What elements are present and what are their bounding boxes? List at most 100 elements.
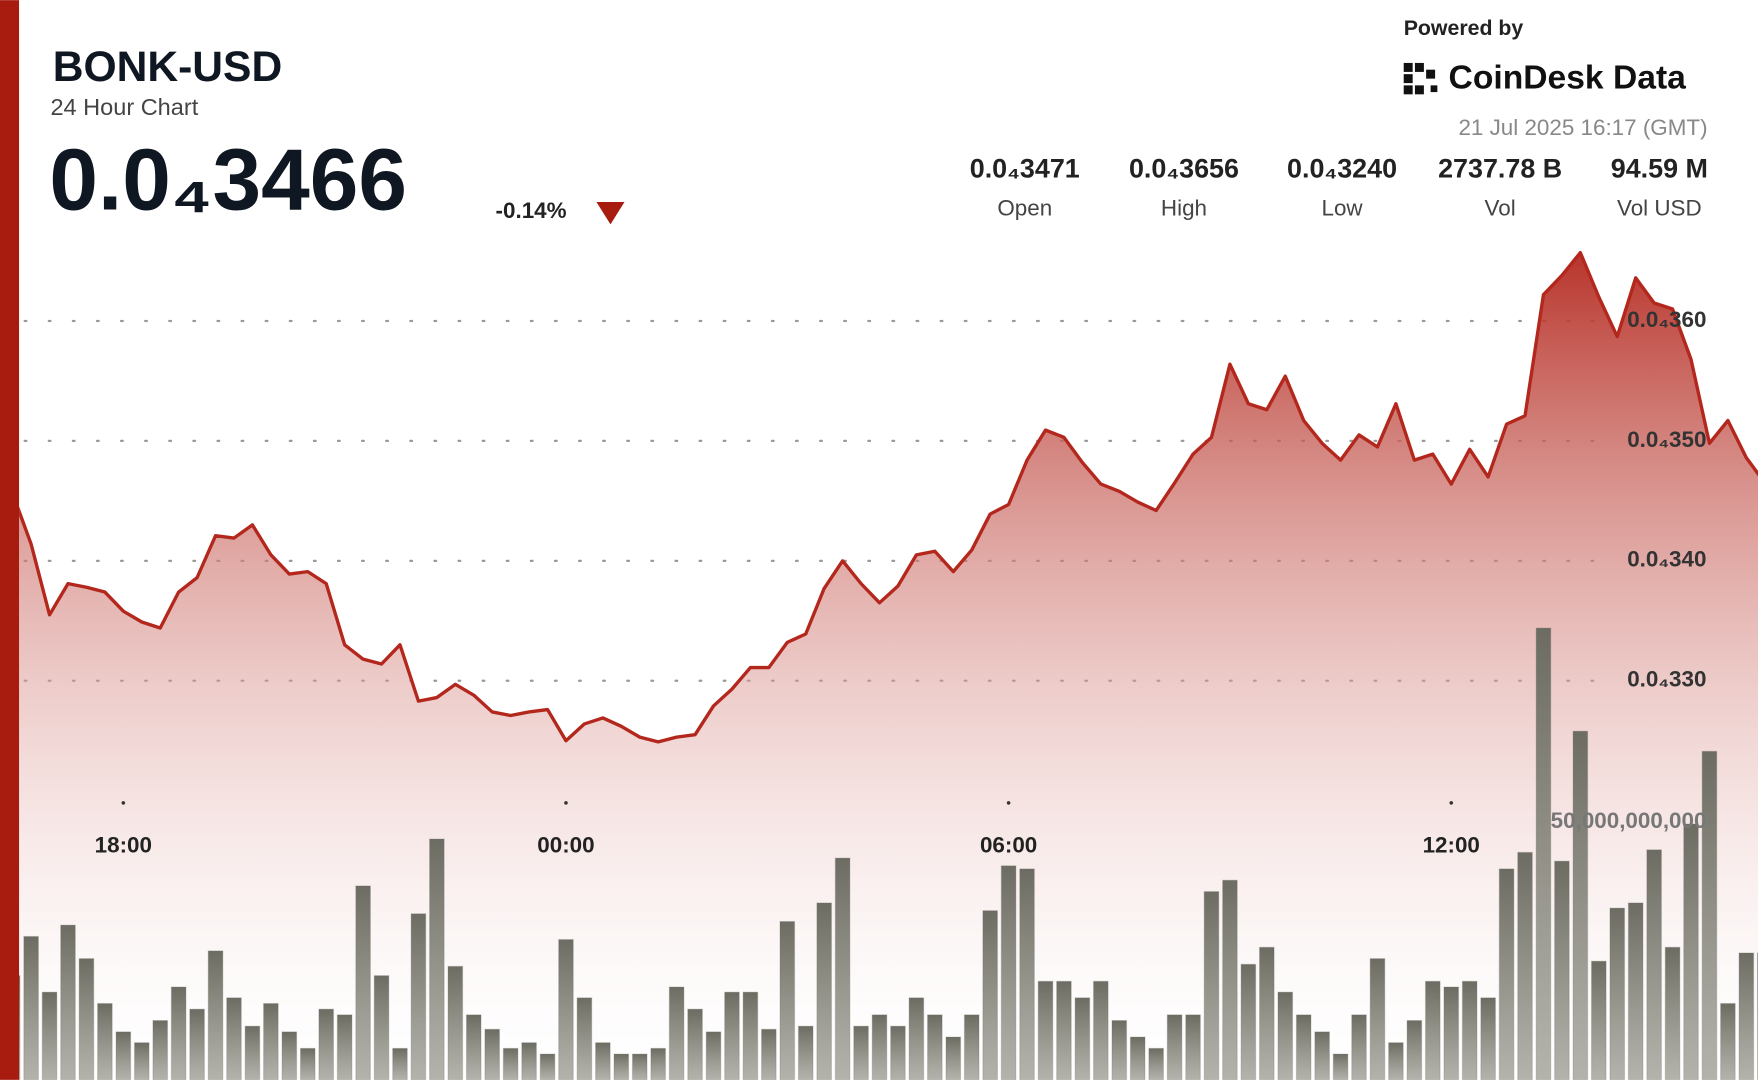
accent-bar <box>0 0 20 1080</box>
volume-bar <box>189 1008 205 1080</box>
current-price: 0.0₄3466 <box>49 130 407 228</box>
volume-bar <box>576 997 593 1080</box>
stat-label: Open <box>997 196 1052 221</box>
volume-bar <box>668 986 685 1080</box>
volume-bar <box>447 965 464 1080</box>
volume-bar <box>115 1031 132 1080</box>
plot-area <box>19 250 1758 1080</box>
volume-bar <box>1554 860 1570 1080</box>
volume-bar <box>1480 997 1496 1080</box>
y-tick-label: 0.0₄340 <box>1627 547 1706 572</box>
volume-bar <box>963 1014 980 1080</box>
x-tick-mark <box>1006 801 1011 805</box>
volume-bar <box>1295 1014 1312 1080</box>
volume-bar <box>23 935 39 1080</box>
volume-bar <box>1720 1002 1736 1080</box>
y-tick-label: 0.0₄330 <box>1627 667 1706 692</box>
volume-bar <box>742 991 759 1080</box>
volume-bar <box>244 1025 261 1080</box>
stat-value: 94.59 M <box>1611 154 1708 184</box>
down-arrow <box>596 201 625 225</box>
volume-bar <box>502 1047 519 1080</box>
volume-bar <box>1498 868 1515 1080</box>
volume-bar <box>1000 865 1017 1080</box>
volume-bar <box>170 986 187 1080</box>
y-tick-label: 0.0₄360 <box>1627 307 1706 332</box>
volume-bar <box>926 1014 943 1080</box>
volume-bar <box>1572 730 1589 1080</box>
volume-bar <box>1037 980 1054 1080</box>
volume-bar <box>1609 907 1626 1080</box>
stats: 0.0₄3471 Open 0.0₄3656 High 0.0₄3240 Low 2737.… <box>970 154 1708 221</box>
volume-bar <box>484 1028 501 1080</box>
volume-bar <box>558 939 574 1080</box>
stat-label: Vol <box>1485 196 1516 221</box>
volume-bar <box>613 1053 630 1080</box>
volume-bar <box>1406 1019 1423 1080</box>
volume-bar <box>355 885 371 1080</box>
volume-bar <box>687 1008 703 1080</box>
stat-value: 2737.78 B <box>1438 154 1562 184</box>
volume-bar <box>834 857 851 1080</box>
y-tick-label: 0.0₄350 <box>1627 427 1706 452</box>
brand-logo <box>1403 62 1438 95</box>
timestamp: 21 Jul 2025 16:17 (GMT) <box>1458 115 1707 140</box>
volume-bar <box>631 1053 648 1080</box>
stat-value: 0.0₄3240 <box>1287 154 1397 184</box>
volume-bar <box>1111 1019 1128 1080</box>
volume-bar <box>1240 963 1257 1080</box>
volume-bar <box>1056 980 1072 1080</box>
volume-bar <box>1351 1014 1367 1080</box>
stat-value: 0.0₄3471 <box>970 154 1080 184</box>
volume-bar <box>724 991 740 1080</box>
volume-bar <box>1738 952 1755 1080</box>
volume-bar <box>797 1025 814 1080</box>
volume-bar <box>853 1025 869 1080</box>
volume-bar <box>1388 1042 1404 1080</box>
volume-bar <box>1517 851 1533 1080</box>
volume-bar <box>650 1047 667 1080</box>
volume-bar <box>152 1019 169 1080</box>
stat-value: 0.0₄3656 <box>1129 154 1239 184</box>
chart-title: BONK-USD <box>53 43 283 91</box>
volume-bar <box>1258 946 1275 1080</box>
volume-bar <box>60 924 76 1080</box>
price-line <box>19 250 1758 744</box>
volume-bar <box>705 1031 722 1080</box>
x-tick-mark <box>564 801 568 805</box>
volume-bar <box>318 1008 335 1080</box>
volume-bar <box>871 1014 888 1080</box>
volume-bar <box>1683 823 1699 1080</box>
volume-bar <box>336 1014 353 1080</box>
x-tick-mark <box>121 801 126 805</box>
volume-bar <box>281 1031 298 1080</box>
volume-bar <box>1590 960 1607 1080</box>
volume-bar <box>373 975 390 1080</box>
volume-bar <box>1701 750 1718 1080</box>
volume-bar <box>226 997 242 1080</box>
price-area <box>19 252 1758 1080</box>
volume-bar <box>595 1042 611 1080</box>
volume-bar <box>1148 1047 1165 1080</box>
volume-bar <box>1664 946 1681 1080</box>
volume-bar <box>539 1053 556 1080</box>
volume-bar <box>19 975 21 1080</box>
volume-bar <box>1019 868 1035 1080</box>
volume-bar <box>816 902 833 1080</box>
price-change: -0.14% <box>496 198 567 223</box>
volume-bar <box>1074 997 1091 1080</box>
volume-bar <box>1129 1036 1146 1080</box>
volume-bar <box>1461 980 1478 1080</box>
volume-bar <box>263 1002 279 1080</box>
volume-bar <box>1627 902 1644 1080</box>
y2-tick-label: 50,000,000,000 <box>1551 808 1707 833</box>
volume-bar <box>1166 1014 1183 1080</box>
volume-bar <box>133 1042 150 1080</box>
volume-bar <box>78 958 95 1080</box>
volume-bar <box>392 1047 408 1080</box>
volume-bar <box>779 920 796 1080</box>
stat-label: Vol USD <box>1617 196 1702 221</box>
volume-bar <box>1092 980 1109 1080</box>
volume-bar <box>1646 849 1662 1080</box>
